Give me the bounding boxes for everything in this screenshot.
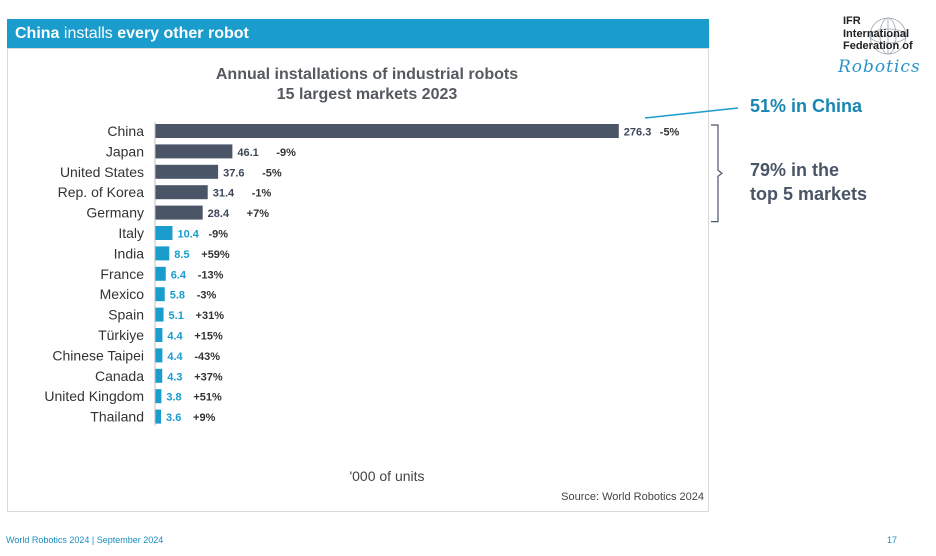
category-label: Italy (118, 225, 144, 241)
bar (155, 409, 162, 424)
category-label: Canada (95, 368, 144, 384)
category-label: Chinese Taipei (52, 347, 144, 363)
bar (155, 266, 166, 281)
bar (155, 328, 163, 342)
value-label: 4.3 (167, 371, 182, 383)
footer-publication: World Robotics 2024 | September 2024 (6, 535, 164, 545)
category-label: Türkiye (98, 327, 144, 343)
top5-callout-line1: 79% in the (750, 160, 840, 180)
change-label: +9% (193, 412, 216, 424)
logo-line-international: International (843, 27, 910, 40)
globe-logo-icon (869, 17, 907, 55)
category-label: India (114, 245, 145, 261)
bar (155, 287, 165, 302)
china-share-callout: 51% in China (750, 96, 863, 116)
change-label: -1% (252, 188, 272, 200)
chart-subtitle: 15 largest markets 2023 (276, 86, 458, 103)
category-label: Mexico (100, 286, 145, 302)
value-label: 4.4 (167, 351, 183, 363)
bar (155, 246, 170, 261)
value-label: 28.4 (208, 208, 230, 220)
value-label: 10.4 (177, 229, 199, 241)
logo-robotics-wordmark: Robotics (838, 57, 921, 77)
change-label: +31% (196, 310, 225, 322)
category-label: United Kingdom (44, 388, 144, 404)
change-label: +7% (247, 208, 270, 220)
logo-line-federation: Federation of (843, 40, 913, 52)
value-label: 4.4 (167, 331, 183, 343)
bar (155, 389, 162, 404)
change-label: -43% (194, 351, 220, 363)
value-label: 5.1 (169, 310, 184, 322)
top5-bracket (711, 124, 723, 223)
top5-share-callout: 79% in the top 5 markets (750, 158, 867, 206)
change-label: -13% (198, 269, 224, 281)
title-china: China (15, 25, 60, 42)
change-label: -9% (208, 229, 228, 241)
category-label: Rep. of Korea (58, 184, 145, 200)
category-label: Germany (86, 205, 144, 221)
value-label: 31.4 (213, 188, 235, 200)
value-label: 3.8 (166, 392, 181, 404)
change-label: -5% (660, 127, 680, 139)
top5-callout-line2: top 5 markets (750, 184, 868, 204)
category-label: Thailand (90, 409, 144, 425)
bar (155, 164, 219, 179)
bar (155, 185, 208, 200)
change-label: +59% (201, 249, 230, 261)
change-label: +51% (193, 392, 222, 404)
category-label: United States (60, 164, 144, 180)
category-label: China (107, 123, 144, 139)
change-label: -9% (276, 147, 296, 159)
change-label: -3% (197, 290, 217, 302)
value-label: 5.8 (170, 290, 185, 302)
chart-title: Annual installations of industrial robot… (215, 66, 519, 83)
change-label: +37% (194, 371, 223, 383)
value-label: 46.1 (237, 147, 258, 159)
change-label: -5% (262, 167, 282, 179)
bar (155, 307, 164, 322)
bar (155, 226, 173, 240)
value-label: 3.6 (166, 412, 181, 424)
bar (155, 205, 203, 220)
logo-line-ifr: IFR (843, 15, 861, 27)
value-label: 8.5 (174, 249, 189, 261)
value-label: 6.4 (171, 269, 187, 281)
source-note: Source: World Robotics 2024 (561, 491, 704, 503)
page-number: 17 (887, 535, 898, 545)
change-label: +15% (194, 331, 223, 343)
value-label: 37.6 (223, 167, 244, 179)
category-label: France (100, 266, 144, 282)
ifr-logo-text: IFR International Federation of (843, 15, 913, 53)
china-callout-pointer (644, 107, 739, 119)
bar (155, 144, 233, 159)
value-label: 276.3 (624, 127, 652, 139)
category-label: Japan (106, 143, 144, 159)
bar (155, 124, 619, 138)
bar (155, 368, 163, 383)
title-every-other-robot: every other robot (117, 25, 249, 42)
bar (155, 348, 163, 363)
slide-title-banner: China installs every other robot (7, 19, 709, 48)
title-installs: installs (59, 25, 118, 42)
x-axis-label: '000 of units (349, 468, 425, 484)
category-label: Spain (108, 307, 144, 323)
